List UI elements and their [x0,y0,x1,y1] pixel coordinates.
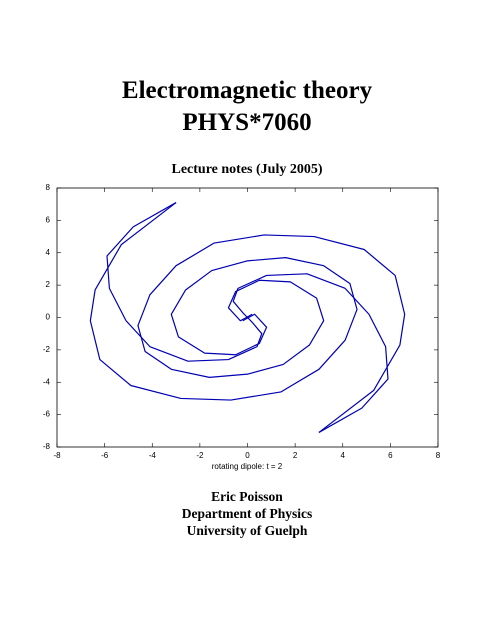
field-line [89,202,358,401]
x-tick-label: 6 [388,451,393,460]
y-tick-label: -2 [43,345,51,354]
title-line: Electromagnetic theory [122,77,373,104]
subtitle: Lecture notes (July 2005) [172,162,323,177]
x-tick-label: -4 [149,451,157,460]
university: University of Guelph [187,523,308,538]
y-tick-label: 0 [46,313,51,322]
x-tick-label: -6 [101,451,109,460]
y-tick-label: -4 [43,377,51,386]
y-tick-label: 8 [46,183,51,192]
field-line [106,202,263,362]
y-tick-label: 4 [46,248,51,257]
field-line [232,273,389,433]
y-tick-label: -8 [43,442,51,451]
title-line: PHYS*7060 [182,109,311,136]
department: Department of Physics [182,506,312,521]
y-tick-label: 2 [46,280,51,289]
x-tick-label: -8 [53,451,61,460]
x-tick-label: 0 [245,451,250,460]
x-tick-label: 8 [436,451,441,460]
y-tick-label: -6 [43,410,51,419]
field-line [137,234,406,433]
x-tick-label: 4 [341,451,346,460]
x-axis-label: rotating dipole: t = 2 [212,462,283,471]
x-tick-label: 2 [293,451,298,460]
x-tick-label: -2 [196,451,204,460]
author: Eric Poisson [211,489,283,504]
y-tick-label: 6 [46,215,51,224]
